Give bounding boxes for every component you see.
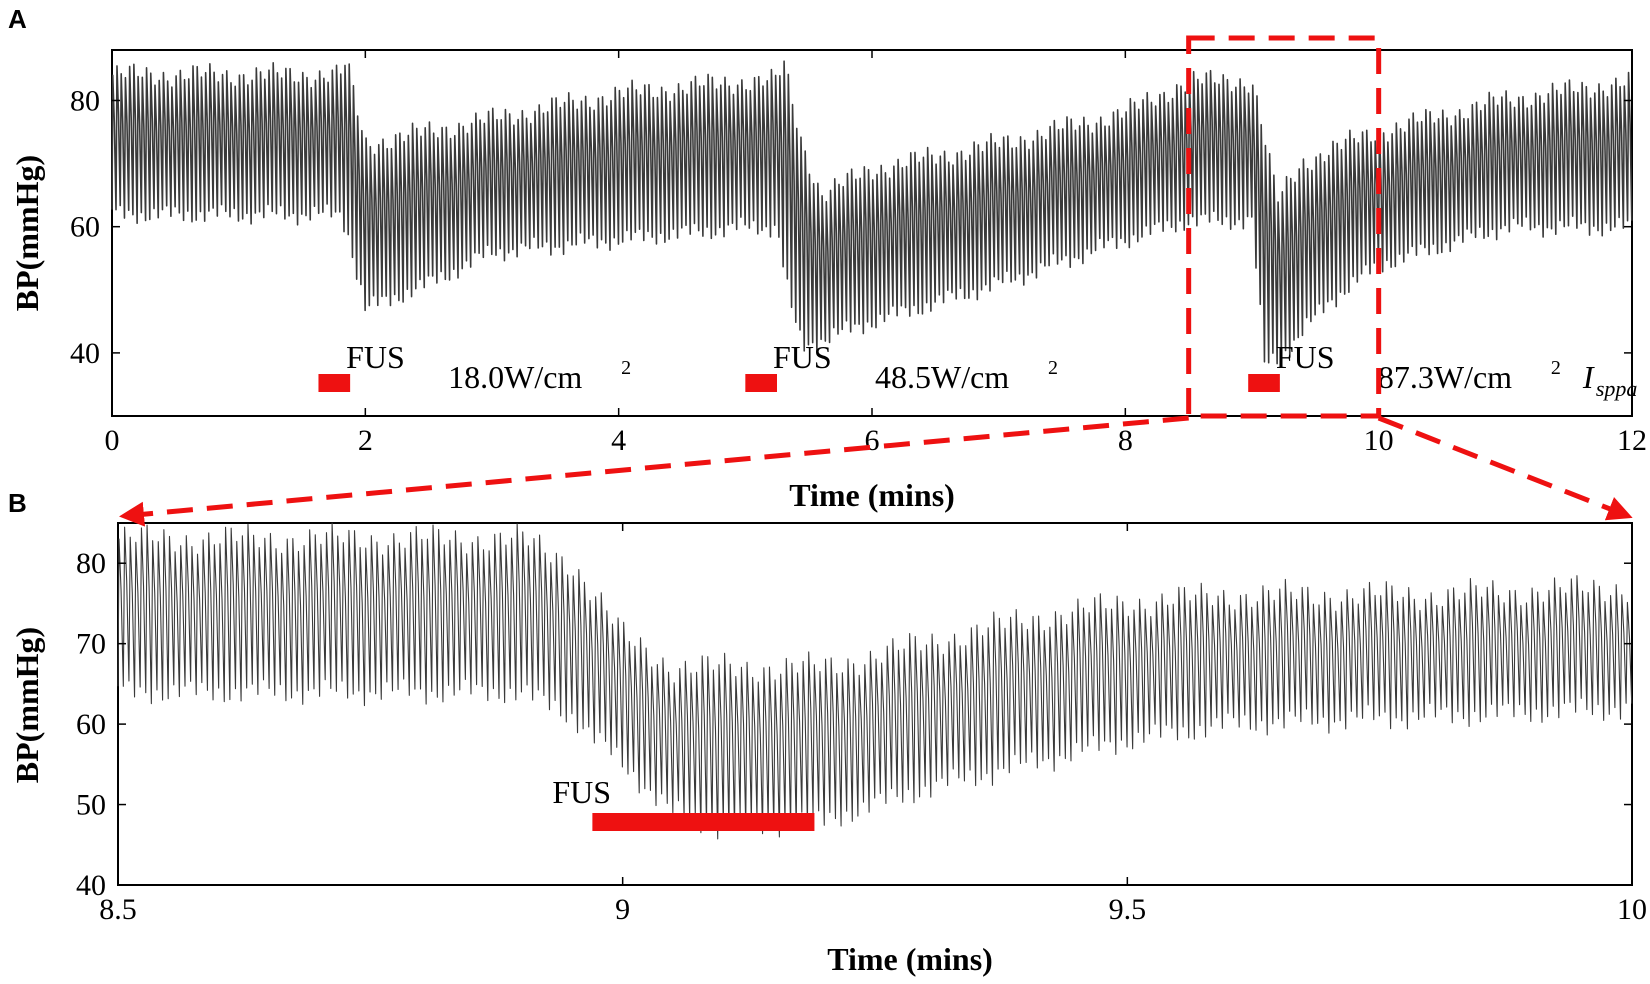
panel-a-ylabel: BP(mmHg) [9, 155, 45, 311]
y-tick-label: 60 [76, 708, 106, 741]
fus-label: FUS [552, 774, 611, 810]
panel-b-xlabel: Time (mins) [827, 941, 993, 977]
panel-b-fus-markers: FUS [552, 774, 815, 831]
fus-bar [1248, 374, 1280, 392]
y-tick-label: 40 [76, 869, 106, 902]
panel-b-ylabel: BP(mmHg) [9, 627, 45, 783]
zoom-arrow-right [1377, 415, 1633, 521]
y-tick-label: 80 [70, 84, 100, 117]
fus-label: FUS [773, 339, 832, 375]
x-tick-label: 6 [865, 424, 880, 457]
x-tick-label: 9 [615, 893, 630, 926]
bp-trace-line [117, 522, 1633, 840]
panel-a-trace [111, 60, 1633, 365]
panel-a-ticks: 0 2 4 6 8 10 12 40 60 80 [70, 50, 1647, 457]
zoom-indicator [119, 35, 1633, 527]
zoom-arrow-left [119, 415, 1189, 527]
x-tick-label: 8 [1118, 424, 1133, 457]
panel-b-frame [117, 522, 1633, 886]
fus-bar [745, 374, 777, 392]
intensity-label: 18.0W/cm [448, 359, 582, 395]
x-tick-label: 10 [1364, 424, 1394, 457]
panel-a-xlabel: Time (mins) [789, 477, 955, 513]
fus-bar [592, 813, 815, 831]
intensity-label: 87.3W/cm [1378, 359, 1512, 395]
y-tick-label: 70 [76, 628, 106, 661]
panel-b-trace [117, 522, 1633, 840]
fus-label: FUS [346, 339, 405, 375]
x-tick-label: 4 [611, 424, 626, 457]
intensity-unit-superscript: 2 [621, 357, 631, 379]
x-tick-label: 0 [105, 424, 120, 457]
x-tick-label: 9.5 [1109, 893, 1147, 926]
intensity-label: 48.5W/cm [875, 359, 1009, 395]
intensity-unit-superscript: 2 [1048, 357, 1058, 379]
y-tick-label: 60 [70, 211, 100, 244]
x-tick-label: 12 [1617, 424, 1647, 457]
fus-bar [318, 374, 351, 392]
bp-trace-line [111, 60, 1633, 365]
zoom-box [1186, 35, 1382, 419]
isppa-symbol: I [1582, 359, 1595, 395]
x-tick-label: 10 [1617, 893, 1647, 926]
panel-b-letter: B [8, 488, 27, 518]
y-tick-label: 40 [70, 337, 100, 370]
y-tick-label: 50 [76, 789, 106, 822]
panel-a-letter: A [8, 4, 27, 34]
fus-label: FUS [1276, 339, 1335, 375]
isppa-subscript: sppa [1596, 376, 1638, 401]
intensity-unit-superscript: 2 [1551, 357, 1561, 379]
x-tick-label: 2 [358, 424, 373, 457]
y-tick-label: 80 [76, 547, 106, 580]
x-tick-label: 8.5 [99, 893, 137, 926]
panel-b-ticks: 8.5 9 9.5 10 40 50 60 70 80 [76, 523, 1647, 926]
